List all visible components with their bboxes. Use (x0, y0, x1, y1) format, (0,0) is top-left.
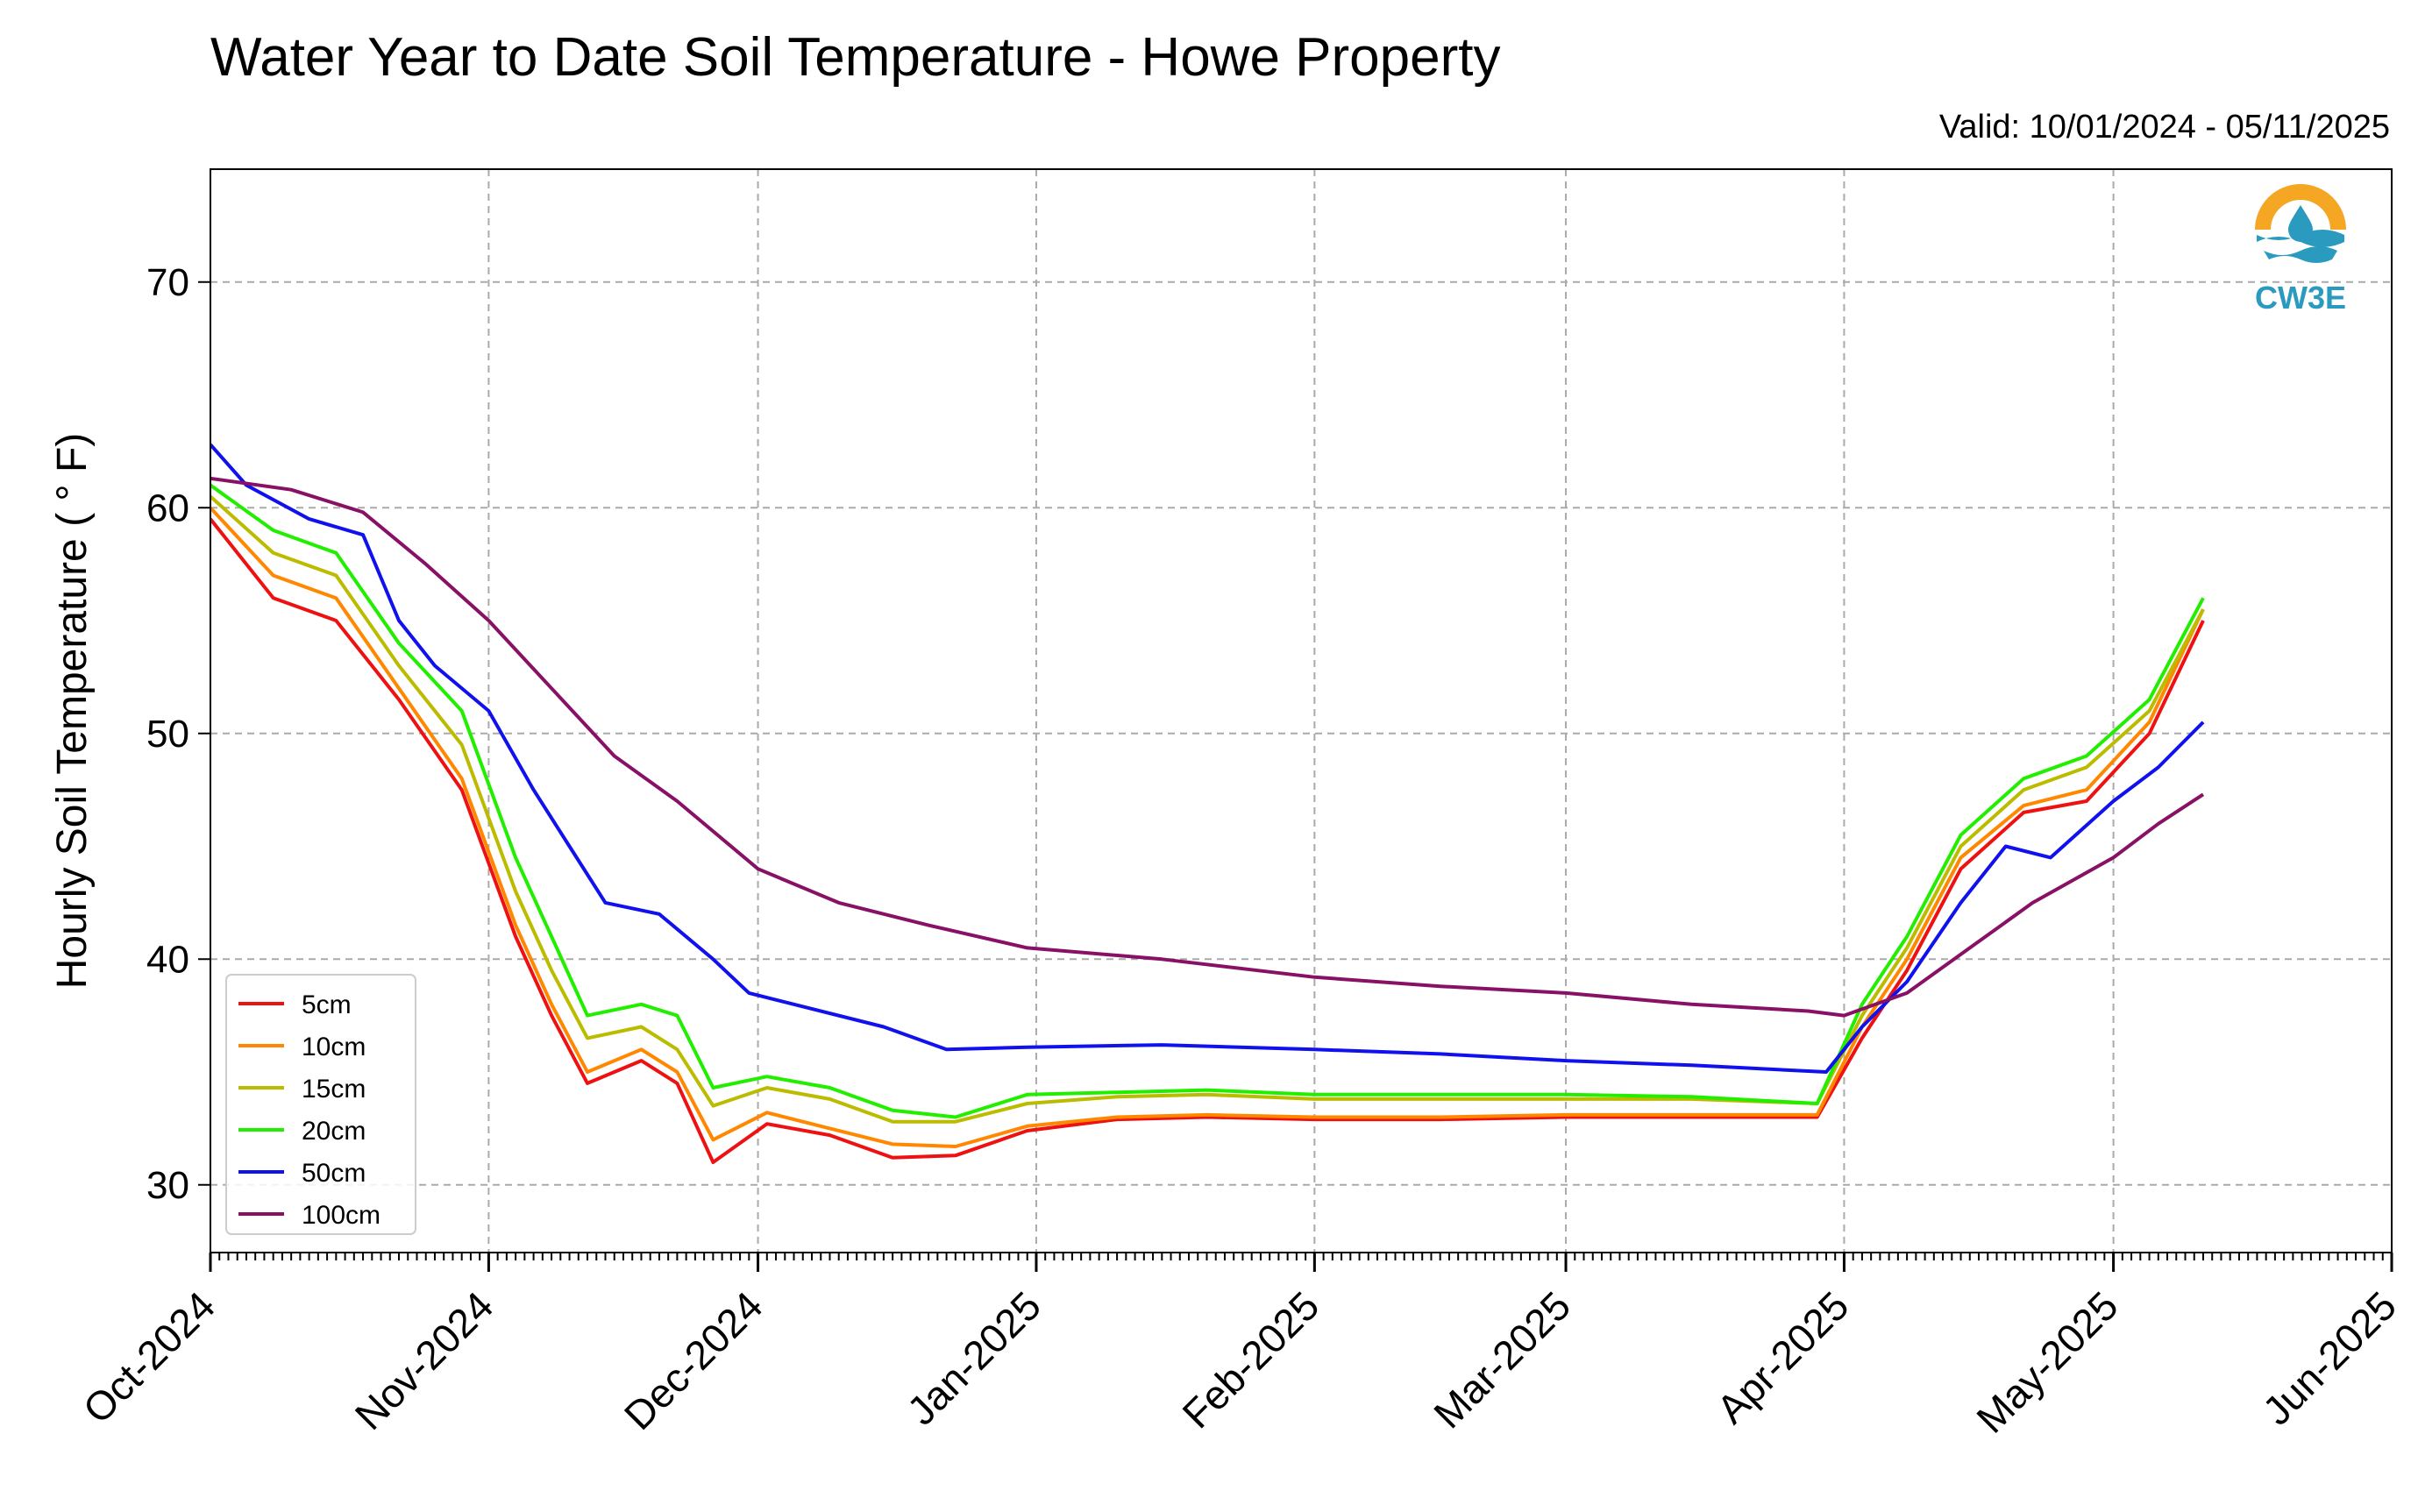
legend-label: 20cm (302, 1117, 366, 1146)
plot-frame (210, 168, 2393, 1253)
chart-title: Water Year to Date Soil Temperature - Ho… (210, 27, 1501, 88)
x-tick-label: Feb-2025 (1173, 1282, 1327, 1437)
y-tick-label: 60 (146, 486, 189, 529)
chart-subtitle: Valid: 10/01/2024 - 05/11/2025 (1938, 109, 2390, 146)
y-tick-label: 30 (146, 1164, 189, 1207)
x-tick-label: May-2025 (1967, 1282, 2126, 1441)
x-tick-label: Mar-2025 (1425, 1282, 1579, 1437)
x-tick-label: Oct-2024 (75, 1282, 224, 1432)
series-line-100cm (210, 476, 2205, 1018)
legend-label: 10cm (302, 1033, 366, 1061)
series-line-10cm (210, 506, 2205, 1148)
x-tick-label: Apr-2025 (1708, 1282, 1858, 1432)
logo-drop-icon (2288, 205, 2313, 242)
legend-label: 5cm (302, 990, 352, 1019)
legend-label: 100cm (302, 1201, 380, 1230)
cw3e-logo: CW3E (2255, 184, 2346, 316)
legend-frame (225, 974, 416, 1235)
grid (210, 169, 2393, 1253)
series-line-50cm (210, 443, 2205, 1074)
logo-text: CW3E (2255, 280, 2346, 316)
x-tick-label: Nov-2024 (346, 1282, 502, 1438)
y-tick-label: 70 (146, 261, 189, 304)
y-tick-label: 50 (146, 713, 189, 756)
legend-label: 15cm (302, 1075, 366, 1104)
series-lines (210, 443, 2205, 1164)
x-tick-label: Dec-2024 (615, 1282, 772, 1438)
legend: 5cm 10cm 15cm 20cm 50cm 100cm (225, 974, 416, 1235)
series-line-15cm (210, 494, 2205, 1124)
y-axis-label: Hourly Soil Temperature ( ° F) (49, 433, 96, 990)
x-tick-label: Jun-2025 (2254, 1282, 2405, 1433)
legend-label: 50cm (302, 1159, 366, 1188)
y-tick-label: 40 (146, 938, 189, 981)
series-line-20cm (210, 483, 2205, 1119)
x-tick-label: Jan-2025 (899, 1282, 1049, 1433)
logo-wave-lower-icon (2264, 246, 2337, 263)
series-line-5cm (210, 517, 2205, 1164)
